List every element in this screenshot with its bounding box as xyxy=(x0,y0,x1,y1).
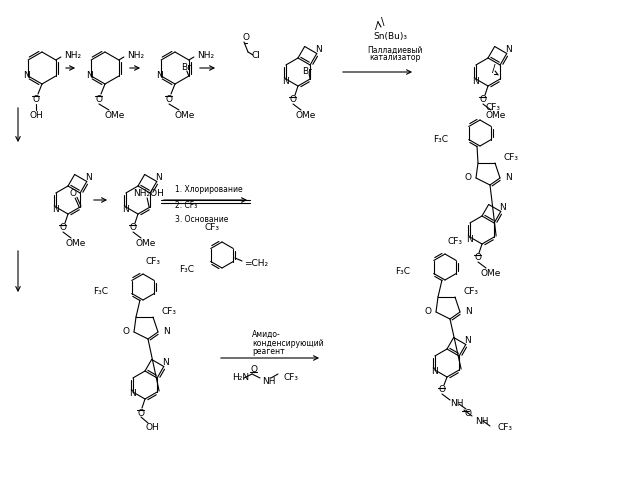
Text: CF₃: CF₃ xyxy=(463,288,478,296)
Text: =CH₂: =CH₂ xyxy=(244,260,268,268)
Text: CF₃: CF₃ xyxy=(497,422,512,432)
Text: CF₃: CF₃ xyxy=(485,102,500,112)
Text: NH: NH xyxy=(475,416,488,426)
Text: 3. Основание: 3. Основание xyxy=(175,216,228,224)
Text: /: / xyxy=(493,64,496,74)
Text: N: N xyxy=(315,45,322,54)
Text: OMe: OMe xyxy=(296,110,316,120)
Text: 2. CF₃: 2. CF₃ xyxy=(175,200,197,209)
Text: 1. Хлорирование: 1. Хлорирование xyxy=(175,186,243,194)
Text: NH₂OH: NH₂OH xyxy=(132,188,164,198)
Text: O: O xyxy=(70,188,77,198)
Text: Палладиевый: Палладиевый xyxy=(368,46,423,54)
Text: N: N xyxy=(85,173,92,182)
Text: N: N xyxy=(123,204,129,214)
Text: N: N xyxy=(473,76,479,86)
Text: N: N xyxy=(499,203,506,212)
Text: O: O xyxy=(243,34,249,42)
Text: N: N xyxy=(162,328,169,336)
Text: Sn(Bu)₃: Sn(Bu)₃ xyxy=(373,32,407,40)
Text: CF₃: CF₃ xyxy=(284,374,299,382)
Text: NH: NH xyxy=(262,378,276,386)
Text: /: / xyxy=(375,21,379,31)
Text: реагент: реагент xyxy=(252,348,285,356)
Text: F₃C: F₃C xyxy=(395,268,410,276)
Text: Br: Br xyxy=(181,64,191,72)
Text: O: O xyxy=(439,386,445,394)
Text: OMe: OMe xyxy=(66,238,86,248)
Text: O: O xyxy=(480,96,486,104)
Text: O: O xyxy=(123,328,129,336)
Text: NH₂: NH₂ xyxy=(64,52,81,60)
Text: O: O xyxy=(60,224,67,232)
Text: CF₃: CF₃ xyxy=(503,154,518,162)
Text: Cl: Cl xyxy=(252,50,261,59)
Text: O: O xyxy=(96,96,103,104)
Text: конденсирующий: конденсирующий xyxy=(252,338,323,347)
Text: CF₃: CF₃ xyxy=(205,222,220,232)
Text: OMe: OMe xyxy=(175,110,195,120)
Text: OMe: OMe xyxy=(136,238,156,248)
Text: N: N xyxy=(129,390,136,398)
Text: F₃C: F₃C xyxy=(180,266,195,274)
Text: CF₃: CF₃ xyxy=(448,236,463,246)
Text: N: N xyxy=(52,204,59,214)
Text: N: N xyxy=(465,308,471,316)
Text: CF₃: CF₃ xyxy=(146,256,161,266)
Text: O: O xyxy=(289,96,297,104)
Text: O: O xyxy=(137,408,144,418)
Text: N: N xyxy=(156,72,162,80)
Text: NH₂: NH₂ xyxy=(197,52,214,60)
Text: O: O xyxy=(475,254,481,262)
Text: \: \ xyxy=(381,17,385,27)
Text: H₂N: H₂N xyxy=(232,374,249,382)
Text: N: N xyxy=(23,72,29,80)
Text: N: N xyxy=(86,72,93,80)
Text: NH: NH xyxy=(450,400,463,408)
Text: N: N xyxy=(282,76,289,86)
Text: катализатор: катализатор xyxy=(369,54,420,62)
Text: O: O xyxy=(465,410,471,418)
Text: Br: Br xyxy=(302,66,312,76)
Text: N: N xyxy=(432,368,439,376)
Text: O: O xyxy=(165,96,172,104)
Text: N: N xyxy=(162,358,169,367)
Text: O: O xyxy=(251,366,258,374)
Text: O: O xyxy=(424,308,432,316)
Text: F₃C: F₃C xyxy=(433,136,448,144)
Text: Амидо-: Амидо- xyxy=(252,330,281,338)
Text: N: N xyxy=(465,336,471,345)
Text: O: O xyxy=(129,224,136,232)
Text: OH: OH xyxy=(29,110,43,120)
Text: O: O xyxy=(32,96,40,104)
Text: CF₃: CF₃ xyxy=(161,308,176,316)
Text: N: N xyxy=(506,45,512,54)
Text: OMe: OMe xyxy=(486,110,506,120)
Text: OMe: OMe xyxy=(105,110,125,120)
Text: F₃C: F₃C xyxy=(93,288,108,296)
Text: OH: OH xyxy=(145,424,159,432)
Text: OMe: OMe xyxy=(481,268,501,278)
Text: N: N xyxy=(156,173,162,182)
Text: N: N xyxy=(466,234,473,244)
Text: N: N xyxy=(504,174,511,182)
Text: O: O xyxy=(465,174,471,182)
Text: NH₂: NH₂ xyxy=(127,52,144,60)
